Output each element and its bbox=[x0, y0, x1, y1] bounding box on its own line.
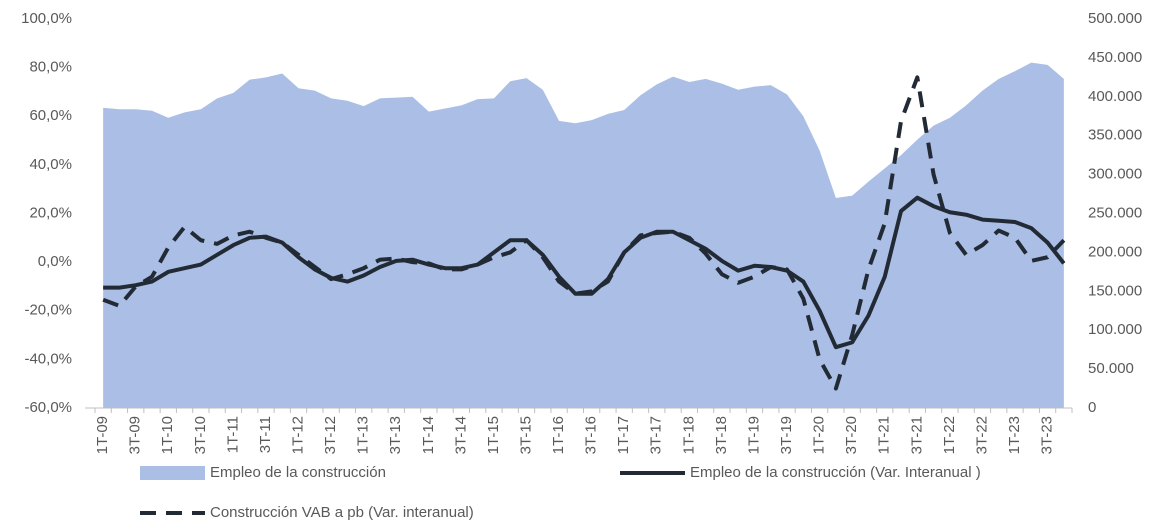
x-tick-label: 3T-13 bbox=[387, 416, 404, 454]
x-tick-label: 1T-17 bbox=[615, 416, 632, 454]
x-tick-label: 3T-18 bbox=[713, 416, 730, 454]
x-tick-label: 3T-19 bbox=[778, 416, 795, 454]
x-tick-label: 3T-12 bbox=[322, 416, 339, 454]
y2-tick-label: 450.000 bbox=[1088, 49, 1142, 66]
legend-label: Empleo de la construcción bbox=[210, 464, 386, 481]
y2-tick-label: 50.000 bbox=[1088, 360, 1134, 377]
y2-tick-label: 500.000 bbox=[1088, 10, 1142, 27]
y-tick-label: -40,0% bbox=[24, 350, 72, 367]
y2-tick-label: 350.000 bbox=[1088, 127, 1142, 144]
y2-tick-label: 250.000 bbox=[1088, 204, 1142, 221]
y-tick-label: 100,0% bbox=[21, 10, 72, 27]
x-tick-label: 1T-18 bbox=[680, 416, 697, 454]
area bbox=[103, 62, 1064, 409]
x-tick-label: 1T-21 bbox=[876, 416, 893, 454]
x-tick-label: 3T-17 bbox=[648, 416, 665, 454]
x-tick-label: 3T-14 bbox=[452, 416, 469, 454]
x-tick-label: 3T-16 bbox=[583, 416, 600, 454]
y2-tick-label: 200.000 bbox=[1088, 243, 1142, 260]
x-tick-label: 3T-20 bbox=[843, 416, 860, 454]
y-tick-label: 60,0% bbox=[29, 107, 72, 124]
x-tick-label: 1T-10 bbox=[159, 416, 176, 454]
y2-tick-label: 300.000 bbox=[1088, 166, 1142, 183]
x-tick-label: 1T-20 bbox=[811, 416, 828, 454]
y-tick-label: 40,0% bbox=[29, 156, 72, 173]
x-tick-label: 3T-11 bbox=[257, 416, 274, 453]
x-tick-label: 3T-09 bbox=[127, 416, 144, 454]
legend-swatch bbox=[140, 466, 205, 480]
x-tick-label: 3T-23 bbox=[1039, 416, 1056, 454]
y2-tick-label: 400.000 bbox=[1088, 88, 1142, 105]
dashed-line bbox=[102, 75, 1066, 391]
x-tick-label: 1T-11 bbox=[224, 416, 241, 453]
x-tick-label: 1T-19 bbox=[745, 416, 762, 454]
y-tick-label: -20,0% bbox=[24, 302, 72, 319]
y2-tick-label: 0 bbox=[1088, 399, 1096, 416]
y-tick-label: -60,0% bbox=[24, 399, 72, 416]
x-tick-label: 3T-15 bbox=[517, 416, 534, 454]
y-tick-label: 20,0% bbox=[29, 204, 72, 221]
x-tick-label: 1T-16 bbox=[550, 416, 567, 454]
x-tick-label: 1T-12 bbox=[290, 416, 307, 454]
y-tick-label: 0,0% bbox=[38, 253, 72, 270]
legend-label: Construcción VAB a pb (Var. interanual) bbox=[210, 504, 474, 521]
x-tick-label: 3T-22 bbox=[973, 416, 990, 454]
y-tick-label: 80,0% bbox=[29, 59, 72, 76]
x-tick-label: 1T-15 bbox=[485, 416, 502, 454]
x-tick-label: 1T-22 bbox=[941, 416, 958, 454]
y2-tick-label: 100.000 bbox=[1088, 321, 1142, 338]
legend-label: Empleo de la construcción (Var. Interanu… bbox=[690, 464, 981, 481]
x-tick-label: 1T-23 bbox=[1006, 416, 1023, 454]
x-tick-label: 3T-10 bbox=[192, 416, 209, 454]
x-tick-label: 1T-13 bbox=[355, 416, 372, 454]
y2-tick-label: 150.000 bbox=[1088, 282, 1142, 299]
x-tick-label: 1T-09 bbox=[94, 416, 111, 454]
x-tick-label: 3T-21 bbox=[908, 416, 925, 454]
x-tick-label: 1T-14 bbox=[420, 416, 437, 454]
